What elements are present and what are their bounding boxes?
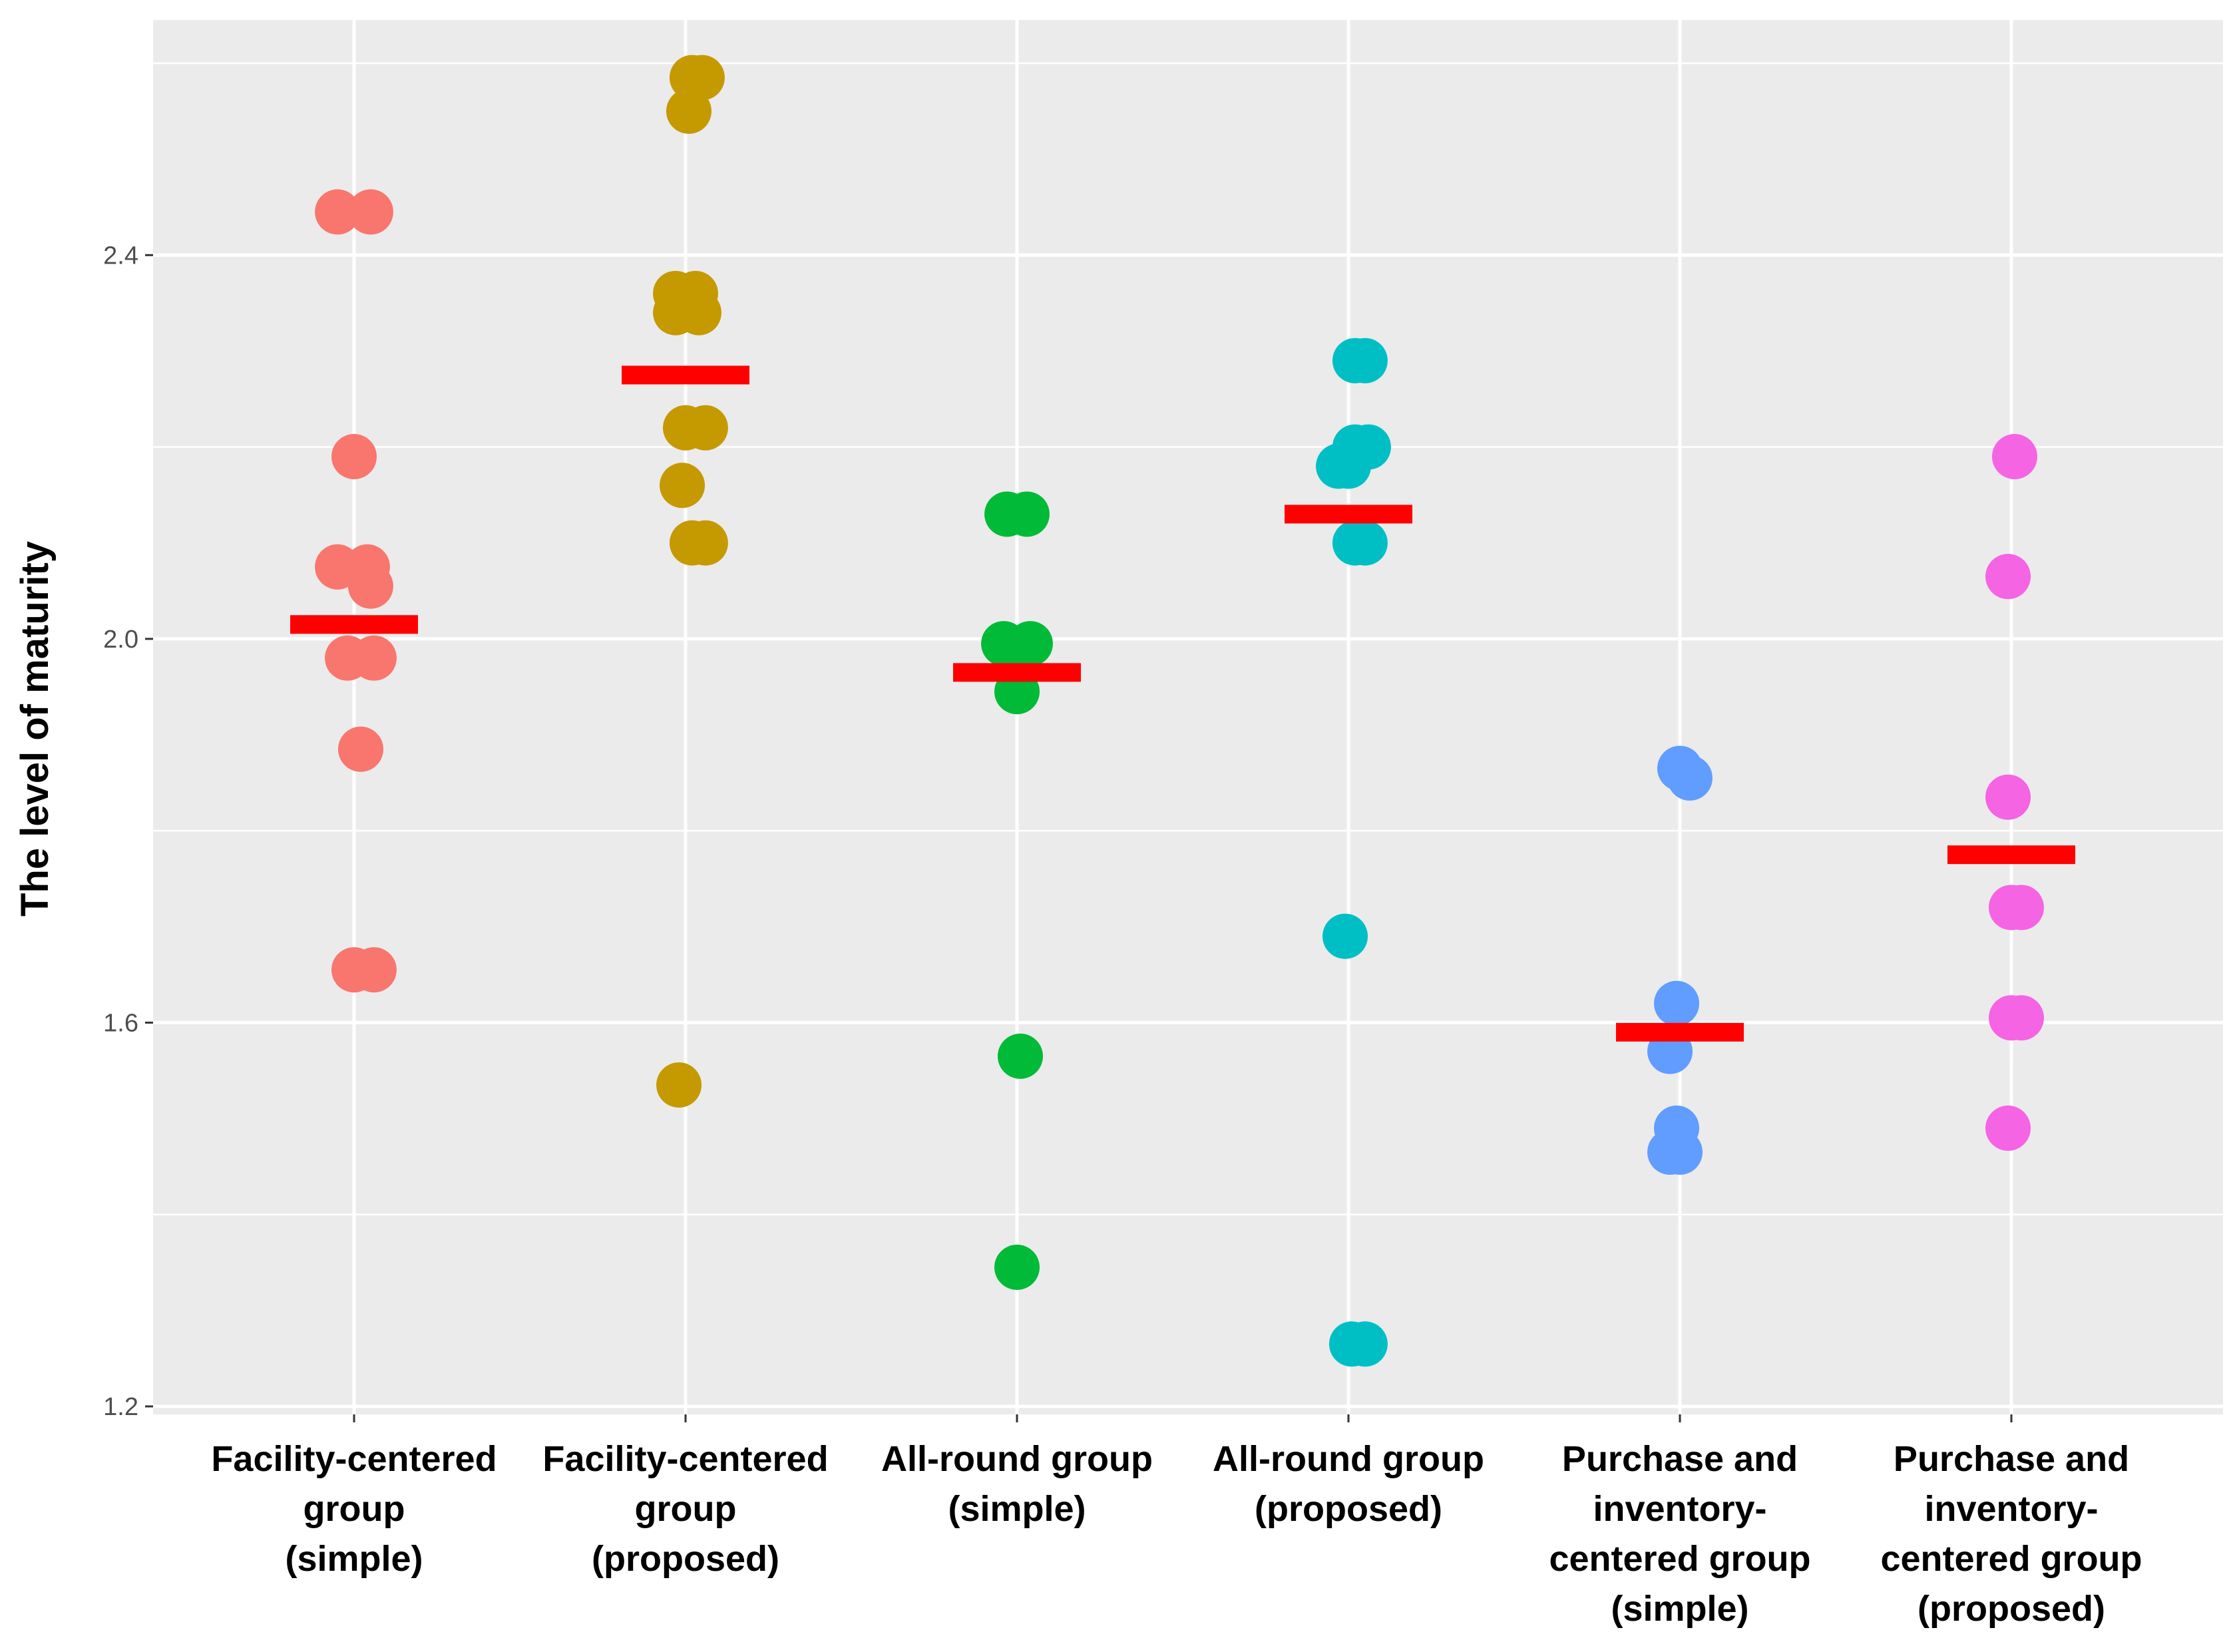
mean-marker [1616, 1022, 1744, 1042]
data-points [315, 55, 2044, 1367]
y-axis-title: The level of maturity [13, 541, 57, 917]
data-point [347, 563, 393, 609]
x-axis-tick-labels: Facility-centered group (simple)Facility-c… [211, 1439, 2142, 1629]
data-point [1342, 1321, 1388, 1367]
x-tick-label-line: (simple) [1611, 1589, 1748, 1629]
data-point [1342, 337, 1388, 383]
data-point [682, 405, 728, 451]
grid-major [153, 20, 2223, 1414]
mean-marker [1285, 505, 1412, 524]
x-tick-label-line: group [635, 1489, 737, 1529]
data-point [666, 89, 711, 134]
x-tick-label-line: (proposed) [592, 1539, 779, 1579]
mean-marker [953, 663, 1081, 682]
x-tick-label: Facility-centered group (simple) [211, 1439, 497, 1579]
x-tick-label-line: centered group [1880, 1539, 2142, 1579]
axis-ticks [145, 254, 2013, 1422]
grid-minor [153, 62, 2223, 1215]
x-tick-label-line: inventory- [1924, 1489, 2098, 1529]
data-point [331, 433, 377, 479]
mean-marker [290, 615, 418, 634]
data-point [994, 1244, 1040, 1290]
data-point [1985, 1105, 2031, 1151]
x-tick-label-line: Facility-centered [542, 1439, 828, 1479]
data-point [351, 635, 397, 681]
data-point [1342, 520, 1388, 566]
data-point [1004, 491, 1050, 537]
y-tick-label: 1.2 [103, 1393, 138, 1421]
data-point [1985, 774, 2031, 820]
data-point [1998, 885, 2044, 930]
mean-markers [290, 365, 2075, 1042]
data-point [656, 1062, 702, 1108]
mean-marker [622, 365, 749, 385]
data-point [1657, 1130, 1703, 1175]
data-point [660, 463, 706, 509]
x-tick-label: Purchase and inventory-centered group (sim… [1549, 1439, 1810, 1629]
y-tick-label: 2.4 [103, 242, 138, 270]
data-point [997, 1033, 1043, 1079]
data-point [1985, 554, 2031, 600]
x-tick-label-line: (simple) [948, 1489, 1086, 1529]
x-tick-label-line: (simple) [285, 1539, 423, 1579]
mean-marker [1947, 845, 2075, 865]
x-tick-label: All-round group (simple) [881, 1439, 1153, 1529]
x-tick-label-line: All-round group [881, 1439, 1153, 1479]
x-tick-label-line: group [304, 1489, 405, 1529]
x-tick-label-line: Purchase and [1562, 1439, 1798, 1479]
data-point [676, 290, 721, 335]
y-axis-tick-labels: 1.2 1.6 2.0 2.4 [103, 242, 138, 1421]
data-point [315, 189, 361, 235]
x-tick-label-line: (proposed) [1255, 1489, 1442, 1529]
x-tick-label-line: All-round group [1213, 1439, 1484, 1479]
data-point [337, 726, 383, 772]
x-tick-label-line: inventory- [1593, 1489, 1766, 1529]
data-point [1667, 755, 1713, 801]
data-point [347, 189, 393, 235]
x-tick-label: Purchase and inventory-centered group (pro… [1880, 1439, 2142, 1629]
data-point [682, 520, 728, 566]
data-point [1998, 995, 2044, 1041]
data-point [1322, 913, 1368, 959]
data-point [351, 947, 397, 993]
data-point [1654, 980, 1700, 1026]
y-tick-label: 2.0 [103, 626, 138, 654]
x-tick-label: Facility-centered group (proposed) [542, 1439, 828, 1579]
x-tick-label: All-round group (proposed) [1213, 1439, 1484, 1529]
x-tick-label-line: centered group [1549, 1539, 1810, 1579]
plot-panel [153, 20, 2223, 1414]
y-tick-label: 1.6 [103, 1009, 138, 1037]
data-point [1991, 433, 2037, 479]
x-tick-label-line: (proposed) [1918, 1589, 2105, 1629]
x-tick-label-line: Facility-centered [211, 1439, 497, 1479]
x-tick-label-line: Purchase and [1894, 1439, 2129, 1479]
data-point [994, 626, 1040, 672]
data-point [1326, 443, 1371, 489]
